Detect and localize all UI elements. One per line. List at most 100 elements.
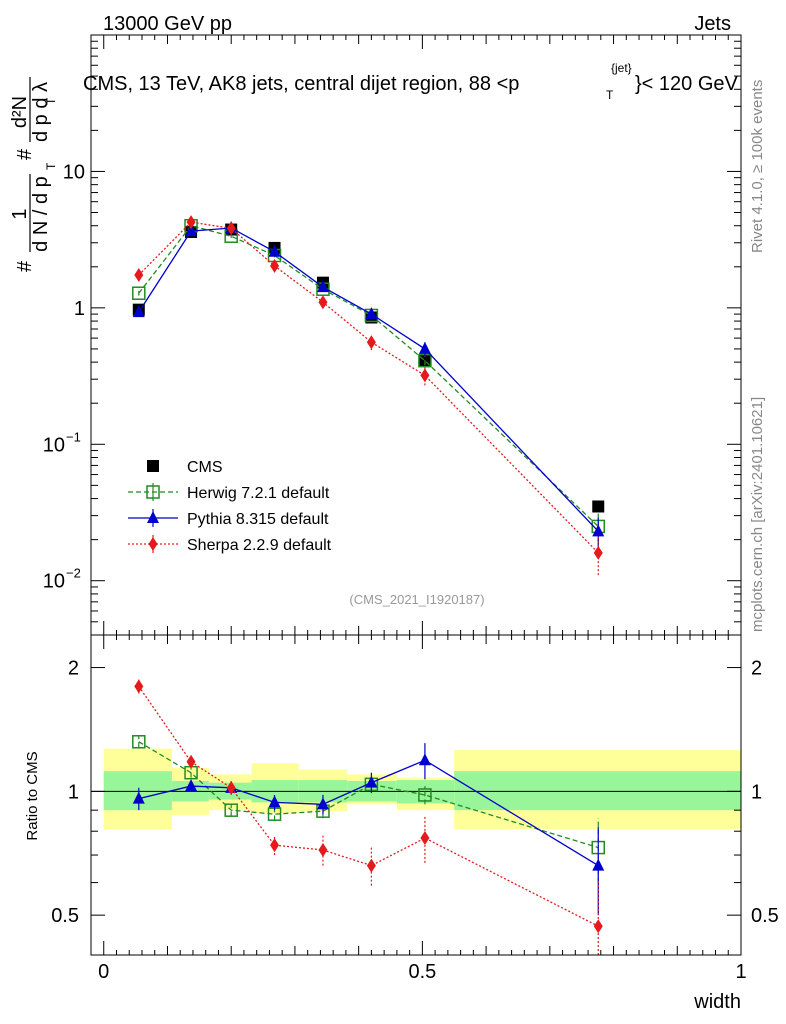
main-y-tick-label: 1	[74, 298, 85, 320]
main-sherpa-point	[226, 221, 236, 236]
ratio-frame	[90, 634, 742, 956]
legend-entry: Pythia 8.315 default	[128, 509, 329, 528]
main-pythia-point	[132, 305, 145, 318]
ratio-series-sherpa	[134, 679, 603, 955]
ratio-herwig-point	[132, 735, 146, 749]
ratio-sherpa-point	[186, 754, 196, 769]
ratio-uncertainty-bands	[103, 748, 741, 829]
ratio-herwig-line	[138, 741, 599, 849]
legend-entry: Sherpa 2.2.9 default	[128, 535, 332, 554]
ratio-pythia-point	[268, 795, 281, 808]
ylabel-sub2: T	[44, 97, 58, 105]
legend-marker	[147, 460, 159, 472]
ylabel-hash1: #	[14, 260, 36, 272]
ratio-y-tick-label-right: 0.5	[751, 905, 779, 927]
main-herwig-point	[132, 286, 146, 300]
main-sherpa-point	[366, 335, 376, 350]
ylabel-frac1-num: 1	[9, 208, 31, 219]
ratio-sherpa-point	[134, 679, 144, 694]
legend: CMS Herwig 7.2.1 default Pythia 8.315 defa…	[128, 459, 332, 554]
rivet-label: Rivet 4.1.0, ≥ 100k events	[749, 80, 766, 253]
legend-label: Sherpa 2.2.9 default	[187, 537, 332, 554]
main-pythia-point	[316, 280, 329, 293]
ylabel-frac1-den: d N / d p	[30, 176, 52, 252]
ratio-pythia-point	[316, 797, 329, 810]
x-axis-label: width	[693, 991, 741, 1013]
legend-label: CMS	[187, 459, 223, 476]
legend-label: Herwig 7.2.1 default	[187, 485, 330, 502]
ratio-pythia-point	[132, 791, 145, 804]
ratio-y-ticks: 0.5 0.5 1 1 2 2	[51, 658, 779, 956]
ylabel-frac2-num: d²N	[9, 96, 31, 128]
main-sherpa-point	[593, 545, 603, 560]
header-right: Jets	[694, 13, 731, 35]
main-y-axis-label: # 1 d N / d p T # d²N d p d λ T	[9, 77, 58, 272]
main-sherpa-point	[318, 295, 328, 310]
ratio-y-tick-label: 0.5	[51, 905, 79, 927]
main-herwig-line	[138, 224, 599, 527]
main-y-tick-label-exponent: −1	[66, 429, 81, 444]
plot-title-superscript: {jet}	[611, 61, 632, 75]
main-sherpa-point	[186, 215, 196, 230]
ratio-y-tick-label-right: 2	[751, 658, 762, 680]
header-left: 13000 GeV pp	[103, 13, 232, 35]
main-series-sherpa	[134, 215, 603, 576]
legend-marker	[148, 537, 158, 551]
analysis-tag: (CMS_2021_I1920187)	[349, 592, 484, 607]
main-sherpa-point	[134, 268, 144, 283]
ratio-sherpa-point	[593, 919, 603, 934]
main-y-tick-label: 10	[63, 161, 85, 183]
ratio-sherpa-point	[270, 838, 280, 853]
x-tick-label: 1	[735, 961, 746, 983]
legend-entry: Herwig 7.2.1 default	[128, 483, 330, 502]
ratio-panel: 0.5 0.5 1 1 2 2 0 0.5 1 Ratio to CMS width	[24, 634, 779, 1013]
ratio-plot-area	[132, 679, 606, 955]
ratio-y-axis-label: Ratio to CMS	[24, 751, 41, 840]
ratio-pythia-point	[418, 753, 431, 766]
main-sherpa-point	[420, 368, 430, 383]
ylabel-sub1: T	[44, 162, 58, 170]
ylabel-frac2-den: d p d λ	[30, 82, 52, 142]
x-tick-label: 0	[98, 961, 109, 983]
ratio-sherpa-point	[318, 843, 328, 858]
ratio-pythia-point	[592, 858, 605, 871]
legend-marker	[147, 511, 159, 523]
plot-title-main: CMS, 13 TeV, AK8 jets, central dijet reg…	[83, 73, 519, 95]
legend-marker	[146, 485, 160, 499]
mcplots-label: mcplots.cern.ch [arXiv:2401.10621]	[749, 397, 766, 632]
ratio-pythia-line	[138, 759, 599, 867]
ratio-herwig-point	[224, 803, 238, 817]
main-y-tick-label-exponent: −2	[66, 566, 81, 581]
main-pythia-point	[592, 524, 605, 537]
plot-title-tail: }< 120 GeV	[635, 73, 739, 95]
legend-label: Pythia 8.315 default	[187, 511, 329, 528]
ratio-sherpa-point	[366, 858, 376, 873]
x-tick-label: 0.5	[408, 961, 436, 983]
ratio-band-inner	[103, 771, 172, 811]
ratio-y-tick-label: 2	[68, 658, 79, 680]
main-pythia-point	[268, 244, 281, 257]
ratio-band-inner	[454, 771, 741, 811]
ratio-sherpa-point	[420, 831, 430, 846]
main-pythia-point	[418, 341, 431, 354]
main-y-tick-label-base: 10	[43, 571, 65, 593]
ratio-sherpa-line	[138, 686, 599, 927]
ylabel-hash2: #	[14, 148, 36, 160]
ratio-y-tick-label: 1	[68, 781, 79, 803]
main-sherpa-point	[270, 258, 280, 273]
legend-entry: CMS	[147, 459, 223, 476]
ratio-herwig-point	[418, 788, 432, 802]
main-pythia-point	[185, 224, 198, 237]
ratio-sherpa-point	[226, 780, 236, 795]
main-plot-area	[132, 215, 606, 576]
main-pythia-point	[365, 307, 378, 320]
main-cms-point	[592, 500, 605, 513]
ratio-pythia-point	[185, 779, 198, 792]
main-pythia-line	[138, 227, 599, 532]
plot-title-subscript: T	[606, 88, 614, 102]
ratio-x-ticks: 0 0.5 1	[98, 635, 747, 983]
main-y-tick-label-base: 10	[43, 434, 65, 456]
